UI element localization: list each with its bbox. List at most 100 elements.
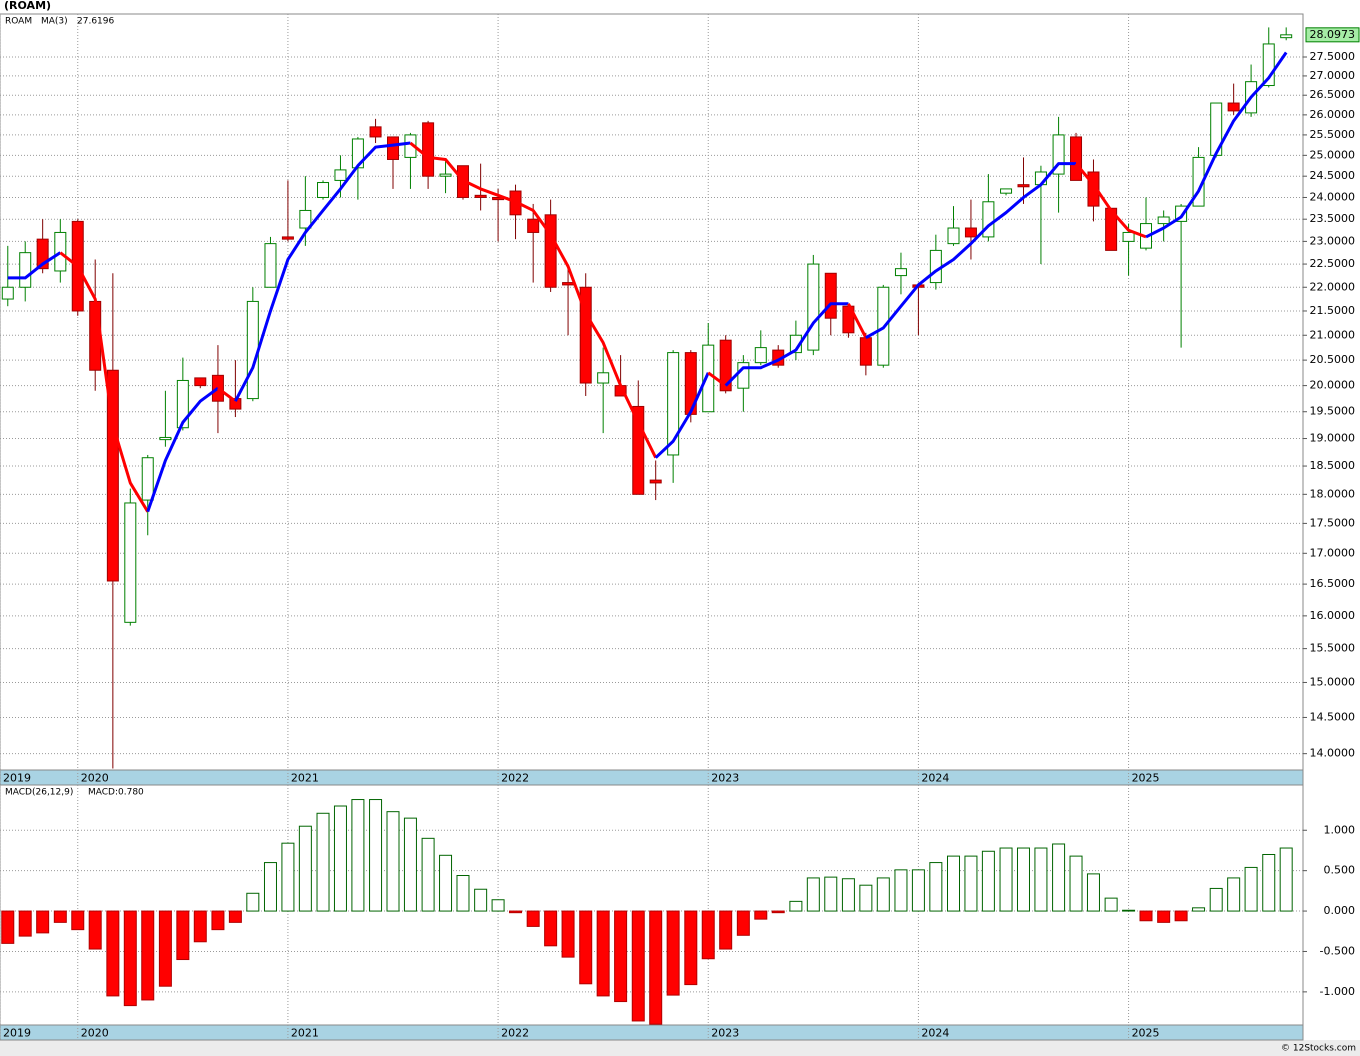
macd-bar xyxy=(491,899,505,912)
macd-bar xyxy=(1086,873,1100,912)
candle-body xyxy=(317,182,330,198)
x-tick-label: 2025 xyxy=(1132,772,1160,785)
candle-body xyxy=(859,337,872,366)
macd-bar xyxy=(298,825,312,912)
y-tick-label: 18.5000 xyxy=(1310,459,1356,472)
legend-label: MA(3) xyxy=(41,17,68,27)
macd-bar xyxy=(1209,887,1223,912)
candle-body xyxy=(36,238,49,270)
macd-bar xyxy=(421,837,435,912)
ma-line xyxy=(847,303,868,339)
candle-body xyxy=(982,201,995,238)
macd-bar xyxy=(841,878,855,912)
candle-body xyxy=(579,286,592,384)
candle-body xyxy=(474,194,487,198)
y-tick-label: -1.000 xyxy=(1320,985,1355,998)
y-tick-label: 21.5000 xyxy=(1310,304,1356,317)
ma-line xyxy=(1145,51,1288,239)
y-tick-label: 21.0000 xyxy=(1310,328,1356,341)
macd-bar xyxy=(859,884,873,912)
macd-bar xyxy=(53,910,67,923)
macd-bar xyxy=(1034,847,1048,912)
footer-band xyxy=(0,1040,1360,1056)
candle-body xyxy=(159,436,172,441)
macd-bar xyxy=(1139,910,1153,922)
ma-line xyxy=(217,386,237,403)
y-tick-label: 18.0000 xyxy=(1310,487,1356,500)
candle-body xyxy=(54,231,67,272)
candle-body xyxy=(1052,134,1065,175)
candle-body xyxy=(719,339,732,392)
y-tick-label: 19.5000 xyxy=(1310,405,1356,418)
y-tick-label: 1.000 xyxy=(1324,823,1356,836)
macd-bar xyxy=(701,910,715,960)
candle-body xyxy=(422,122,435,177)
candle-body xyxy=(632,405,645,495)
y-tick-label: 26.0000 xyxy=(1310,108,1356,121)
macd-bar xyxy=(228,910,242,923)
macd-bar xyxy=(141,910,155,1001)
candle-body xyxy=(1175,205,1188,222)
legend-label: ROAM xyxy=(5,17,32,27)
candle-body xyxy=(597,372,610,384)
y-tick-label: 0.500 xyxy=(1324,864,1356,877)
chart-title: (ROAM) xyxy=(4,0,51,12)
macd-bar xyxy=(736,910,750,936)
ma-line xyxy=(146,386,219,513)
candle-body xyxy=(1227,102,1240,112)
macd-bar xyxy=(666,910,680,996)
y-tick-label: 25.5000 xyxy=(1310,128,1356,141)
macd-bar xyxy=(1244,866,1258,912)
macd-bar xyxy=(981,850,995,912)
macd-bar xyxy=(246,892,260,912)
x-tick-label: 2023 xyxy=(711,772,739,785)
macd-bar xyxy=(193,910,207,943)
macd-bar xyxy=(1122,909,1136,912)
macd-bar xyxy=(561,910,575,958)
ma-line xyxy=(865,162,1077,340)
macd-bar xyxy=(911,869,925,912)
ma-line xyxy=(654,372,710,459)
candle-body xyxy=(1070,136,1083,181)
y-tick-label: 20.0000 xyxy=(1310,379,1356,392)
candle-body xyxy=(194,377,207,387)
last-price-label: 28.0973 xyxy=(1310,28,1356,41)
y-tick-label: 23.0000 xyxy=(1310,234,1356,247)
y-tick-label: 20.5000 xyxy=(1310,353,1356,366)
y-tick-label: 22.5000 xyxy=(1310,257,1356,270)
candle-body xyxy=(527,218,540,233)
macd-bar xyxy=(1192,907,1206,912)
candle-body xyxy=(1262,43,1275,87)
y-tick-label: 24.5000 xyxy=(1310,169,1356,182)
candle-body xyxy=(334,169,347,181)
macd-bar xyxy=(999,847,1013,912)
legend-label: MACD(26,12,9) xyxy=(5,788,73,798)
candle-body xyxy=(106,369,119,582)
macd-bar xyxy=(509,910,523,914)
x-tick-label: 2024 xyxy=(921,1027,949,1040)
last-price-box xyxy=(1305,27,1360,43)
x-tick-label: 2023 xyxy=(711,1027,739,1040)
macd-bar xyxy=(71,910,85,931)
date-strip xyxy=(0,769,1304,786)
macd-bar xyxy=(579,910,593,985)
candle-body xyxy=(1157,216,1170,225)
candle-body xyxy=(439,173,452,177)
y-tick-label: 14.5000 xyxy=(1310,710,1356,723)
macd-bar xyxy=(526,910,540,927)
legend-value: 27.6196 xyxy=(77,17,114,27)
ma-line xyxy=(724,302,849,387)
candle-body xyxy=(947,227,960,245)
macd-bar xyxy=(684,910,698,986)
macd-bar xyxy=(719,910,733,950)
macd-bar xyxy=(631,910,645,1022)
ma-line xyxy=(7,251,62,280)
y-tick-label: 23.5000 xyxy=(1310,212,1356,225)
date-strip xyxy=(0,1024,1304,1041)
ma-line xyxy=(234,141,411,402)
macd-bar xyxy=(176,910,190,961)
y-tick-label: 16.0000 xyxy=(1310,609,1356,622)
candle-body xyxy=(369,126,382,138)
